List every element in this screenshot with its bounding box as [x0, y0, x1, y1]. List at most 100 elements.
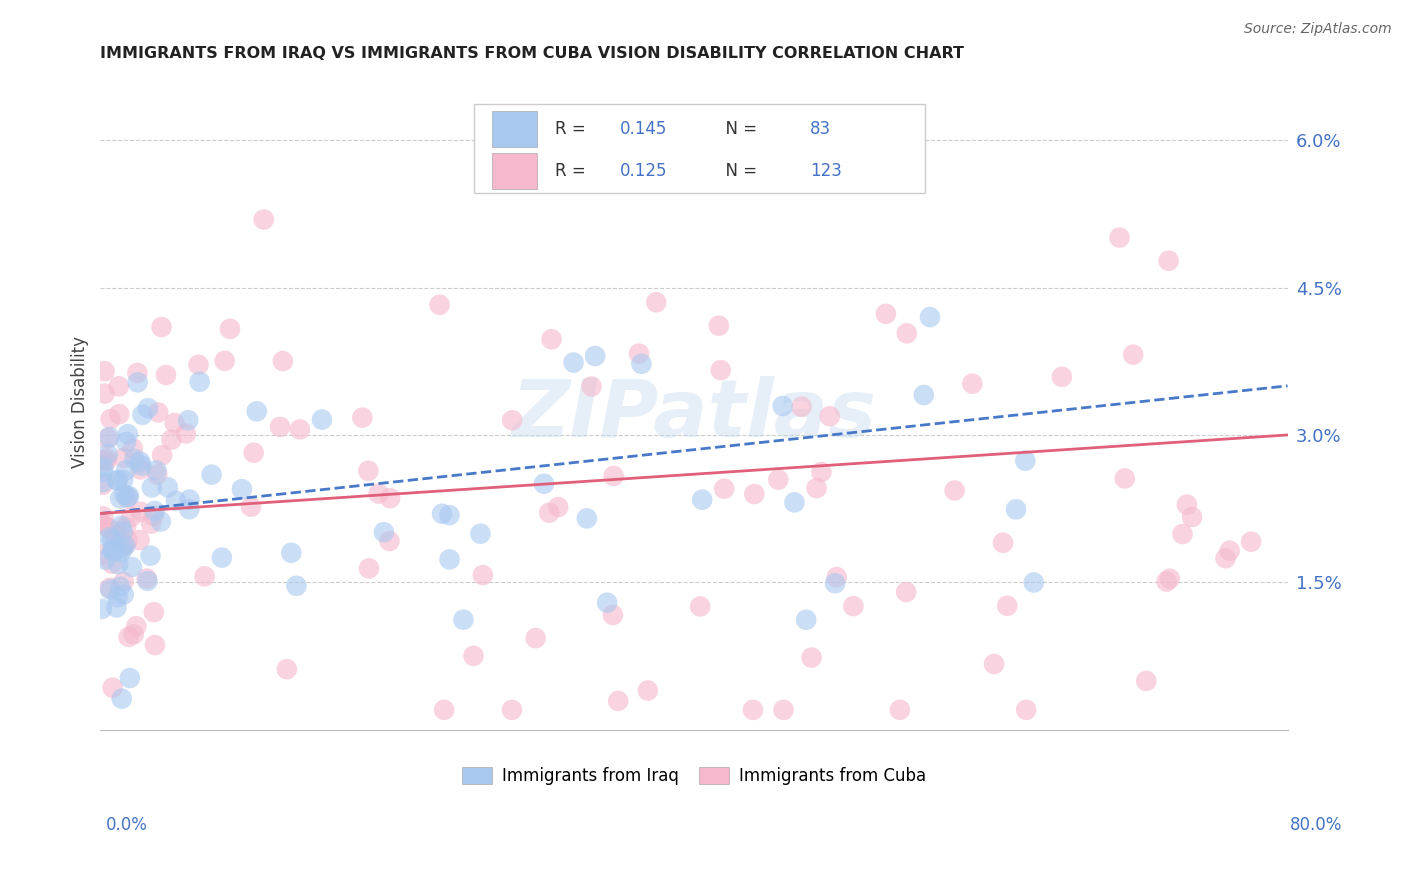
Point [352, 410, 374, 425]
Point [121, 560, 143, 574]
Point [824, 576, 846, 591]
Point [200, 467, 222, 482]
Point [165, 493, 187, 508]
Point [1015, 703, 1038, 717]
Point [357, 561, 380, 575]
Point [125, 619, 148, 633]
Point [91, 475, 114, 490]
Point [943, 483, 966, 498]
Point [645, 295, 668, 310]
Point [194, 569, 217, 583]
Point [311, 412, 333, 426]
Point [538, 506, 561, 520]
Point [90, 516, 112, 530]
Point [433, 703, 456, 717]
Point [430, 507, 453, 521]
Point [470, 526, 492, 541]
Point [896, 326, 918, 341]
Point [104, 531, 127, 545]
Point [145, 463, 167, 477]
Point [187, 358, 209, 372]
Point [105, 530, 128, 544]
Point [800, 650, 823, 665]
Point [135, 572, 157, 586]
Y-axis label: Vision Disability: Vision Disability [72, 336, 89, 468]
Point [143, 504, 166, 518]
Point [98, 581, 121, 595]
Point [710, 363, 733, 377]
Point [607, 694, 630, 708]
Point [139, 549, 162, 563]
Point [94, 552, 117, 566]
Point [93, 364, 115, 378]
Point [156, 480, 179, 494]
Point [690, 492, 713, 507]
Point [280, 546, 302, 560]
Point [96, 454, 118, 468]
Point [214, 354, 236, 368]
Point [1050, 369, 1073, 384]
Point [875, 307, 897, 321]
Point [453, 613, 475, 627]
Point [842, 599, 865, 614]
Text: IMMIGRANTS FROM IRAQ VS IMMIGRANTS FROM CUBA VISION DISABILITY CORRELATION CHART: IMMIGRANTS FROM IRAQ VS IMMIGRANTS FROM … [100, 46, 965, 62]
Point [91, 460, 114, 475]
Point [91, 478, 114, 492]
Point [117, 427, 139, 442]
Point [148, 405, 170, 419]
Point [96, 451, 118, 466]
Point [380, 491, 402, 506]
Point [105, 600, 128, 615]
Point [100, 412, 122, 426]
Point [139, 516, 162, 531]
Point [112, 587, 135, 601]
Point [91, 547, 114, 561]
Point [150, 448, 173, 462]
Point [794, 613, 817, 627]
Point [177, 413, 200, 427]
Point [105, 524, 128, 539]
Point [143, 638, 166, 652]
Point [429, 298, 451, 312]
Point [131, 408, 153, 422]
Point [253, 212, 276, 227]
Point [114, 539, 136, 553]
Point [91, 509, 114, 524]
Point [107, 590, 129, 604]
Point [97, 432, 120, 446]
Point [115, 491, 138, 505]
Point [219, 322, 242, 336]
Point [1159, 572, 1181, 586]
Text: 0.145: 0.145 [620, 120, 668, 137]
Point [912, 388, 935, 402]
Point [155, 368, 177, 382]
Point [141, 480, 163, 494]
Point [93, 518, 115, 533]
Point [128, 533, 150, 547]
Point [118, 489, 141, 503]
Point [117, 490, 139, 504]
Point [127, 376, 149, 390]
Point [142, 508, 165, 523]
Point [962, 376, 984, 391]
Point [818, 409, 841, 424]
Point [150, 320, 173, 334]
Point [107, 474, 129, 488]
Point [107, 379, 129, 393]
Point [174, 426, 197, 441]
Point [107, 558, 129, 572]
Point [103, 542, 125, 557]
Text: ZIPatlas: ZIPatlas [512, 376, 876, 454]
Text: 123: 123 [810, 161, 842, 179]
Point [533, 476, 555, 491]
Point [627, 346, 650, 360]
Point [121, 442, 143, 456]
Point [547, 500, 569, 514]
Text: 0.0%: 0.0% [105, 816, 148, 834]
Point [129, 462, 152, 476]
FancyBboxPatch shape [492, 111, 537, 146]
Point [1014, 453, 1036, 467]
Point [163, 416, 186, 430]
Point [373, 525, 395, 540]
Text: N =: N = [716, 120, 762, 137]
